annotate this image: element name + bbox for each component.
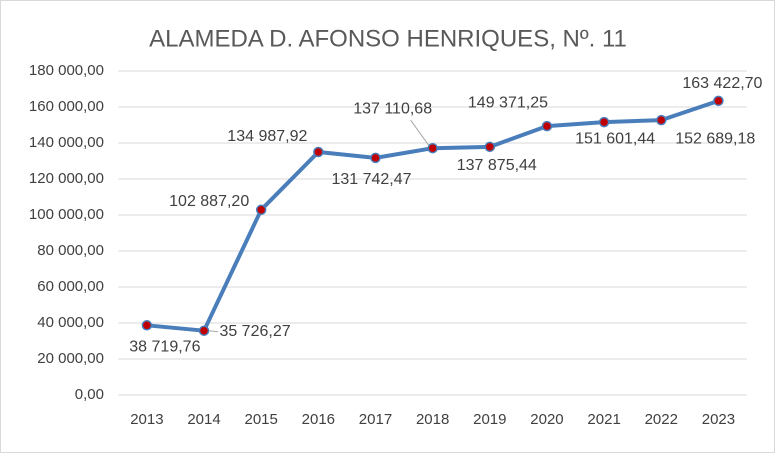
y-tick-label: 180 000,00 — [29, 62, 104, 79]
data-label: 102 887,20 — [169, 193, 249, 210]
data-label: 137 110,68 — [353, 100, 432, 117]
x-tick-label: 2019 — [473, 411, 506, 428]
data-label: 38 719,76 — [129, 339, 200, 356]
point-marker — [313, 146, 324, 158]
point-marker — [427, 142, 438, 154]
point-marker — [713, 95, 724, 107]
data-label: 151 601,44 — [575, 130, 655, 147]
point-marker — [484, 141, 496, 153]
point-marker — [141, 320, 153, 331]
y-tick-label: 100 000,00 — [29, 206, 104, 223]
data-label: 137 875,44 — [457, 157, 537, 174]
x-tick-label: 2013 — [130, 411, 163, 428]
point-marker — [370, 152, 381, 164]
point-marker — [198, 325, 210, 336]
x-tick-label: 2022 — [645, 411, 678, 428]
x-tick-label: 2018 — [416, 411, 449, 428]
y-tick-label: 80 000,00 — [37, 242, 104, 259]
data-label: 152 689,18 — [675, 130, 755, 147]
x-tick-label: 2021 — [587, 411, 620, 428]
x-tick-label: 2014 — [187, 411, 220, 428]
data-label: 134 987,92 — [227, 128, 307, 145]
x-tick-label: 2023 — [702, 411, 735, 428]
point-marker — [541, 120, 553, 132]
point-marker — [255, 204, 267, 216]
x-tick-label: 2016 — [302, 411, 335, 428]
x-tick-label: 2017 — [359, 411, 392, 428]
y-tick-label: 140 000,00 — [29, 134, 104, 151]
y-tick-label: 60 000,00 — [37, 278, 104, 295]
x-tick-label: 2015 — [244, 411, 277, 428]
data-label: 131 742,47 — [331, 171, 411, 188]
data-label: 35 726,27 — [219, 323, 290, 340]
y-tick-label: 120 000,00 — [29, 170, 104, 187]
leader-line — [410, 119, 430, 146]
data-label: 149 371,25 — [468, 94, 548, 111]
point-marker — [656, 114, 667, 126]
leader-line — [208, 330, 219, 333]
y-tick-label: 0,00 — [75, 386, 104, 403]
point-marker — [598, 116, 610, 128]
y-tick-label: 40 000,00 — [37, 314, 104, 331]
x-tick-label: 2020 — [530, 411, 563, 428]
data-label: 163 422,70 — [682, 75, 762, 92]
y-tick-label: 160 000,00 — [29, 98, 104, 115]
y-tick-label: 20 000,00 — [37, 350, 104, 367]
chart-title: ALAMEDA D. AFONSO HENRIQUES, Nº. 11 — [149, 25, 627, 52]
